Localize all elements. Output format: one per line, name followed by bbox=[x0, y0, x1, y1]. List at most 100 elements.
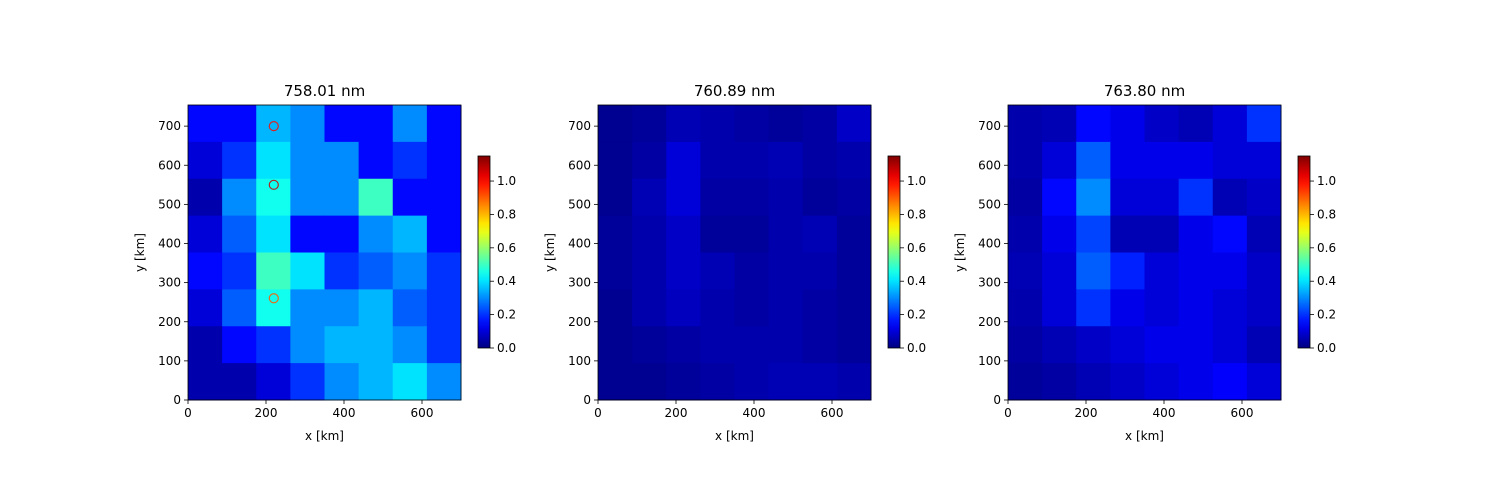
heatmap-cell bbox=[1042, 105, 1077, 143]
heatmap-cell bbox=[734, 178, 770, 217]
y-tick-label: 400 bbox=[158, 237, 181, 251]
heatmap-cell bbox=[1212, 105, 1248, 143]
heatmap-cell bbox=[1246, 363, 1282, 401]
heatmap-cell bbox=[256, 178, 291, 217]
heatmap-cell bbox=[768, 363, 804, 401]
heatmap-cell bbox=[188, 105, 223, 143]
y-tick-label: 500 bbox=[158, 197, 181, 211]
heatmap-cell bbox=[1110, 363, 1145, 401]
colorbar-tick-label: 0.4 bbox=[497, 274, 516, 288]
colorbar-tick-label: 0.2 bbox=[1317, 308, 1336, 322]
y-axis-label: y [km] bbox=[543, 233, 557, 272]
colorbar bbox=[477, 155, 491, 349]
heatmap-cell bbox=[1076, 289, 1111, 327]
heatmap-cell bbox=[426, 363, 462, 401]
heatmap-cell bbox=[1110, 252, 1145, 290]
heatmap-cell bbox=[324, 326, 360, 364]
y-axis-label: y [km] bbox=[133, 233, 147, 272]
heatmap-cell bbox=[1144, 326, 1180, 364]
heatmap-cell bbox=[802, 363, 838, 401]
heatmap-cell bbox=[426, 215, 462, 253]
heatmap-cell bbox=[666, 178, 701, 217]
heatmap-cell bbox=[836, 141, 872, 180]
heatmap-cell bbox=[700, 252, 735, 290]
heatmap-cell bbox=[802, 141, 838, 180]
y-tick-label: 100 bbox=[158, 354, 181, 368]
heatmap-cell bbox=[1212, 326, 1248, 364]
heatmap-cell bbox=[768, 215, 804, 253]
x-tick-label: 600 bbox=[1231, 406, 1254, 420]
heatmap-cell bbox=[632, 141, 667, 180]
heatmap-cell bbox=[1212, 289, 1248, 327]
heatmap-cell bbox=[256, 289, 291, 327]
x-tick-label: 600 bbox=[411, 406, 434, 420]
heatmap-cell bbox=[290, 289, 325, 327]
heatmap-cell bbox=[358, 363, 394, 401]
heatmap-cell bbox=[358, 215, 394, 253]
heatmap-cell bbox=[290, 363, 325, 401]
colorbar-tick-label: 0.4 bbox=[1317, 274, 1336, 288]
heatmap-cell bbox=[1076, 326, 1111, 364]
x-axis-label: x [km] bbox=[1125, 429, 1164, 443]
heatmap-cell bbox=[666, 215, 701, 253]
heatmap-cell bbox=[836, 252, 872, 290]
heatmap-cell bbox=[1042, 326, 1077, 364]
heatmap-cell bbox=[1212, 141, 1248, 180]
colorbar-tick-label: 0.8 bbox=[907, 207, 926, 221]
chart-title: 758.01 nm bbox=[284, 82, 365, 100]
y-tick-label: 500 bbox=[568, 197, 591, 211]
heatmap-cell bbox=[358, 252, 394, 290]
heatmap-cell bbox=[1246, 178, 1282, 217]
heatmap-cell bbox=[836, 178, 872, 217]
colorbar bbox=[887, 155, 901, 349]
heatmap-cell bbox=[1110, 178, 1145, 217]
heatmap-cell bbox=[1076, 363, 1111, 401]
heatmap-cell bbox=[1178, 326, 1214, 364]
heatmap-cell bbox=[1042, 141, 1077, 180]
colorbar-tick-label: 1.0 bbox=[497, 174, 516, 188]
heatmap-cell bbox=[426, 141, 462, 180]
heatmap-cell bbox=[734, 252, 770, 290]
heatmap-cell bbox=[222, 141, 257, 180]
heatmap-cell bbox=[358, 178, 394, 217]
colorbar-tick-label: 0.0 bbox=[497, 341, 516, 355]
colorbar-tick-label: 1.0 bbox=[1317, 174, 1336, 188]
heatmap-cell bbox=[392, 326, 428, 364]
y-tick-label: 600 bbox=[978, 158, 1001, 172]
heatmap-cell bbox=[1110, 215, 1145, 253]
heatmap-cell bbox=[1144, 178, 1180, 217]
heatmap-cell bbox=[1178, 363, 1214, 401]
heatmap-cell bbox=[188, 178, 223, 217]
heatmap-cell bbox=[700, 105, 735, 143]
colorbar bbox=[1297, 155, 1311, 349]
heatmap-cell bbox=[1246, 215, 1282, 253]
heatmap-cell bbox=[1212, 178, 1248, 217]
heatmap-cell bbox=[802, 105, 838, 143]
heatmap-cell bbox=[324, 215, 360, 253]
heatmap-cell bbox=[666, 326, 701, 364]
heatmap-cell bbox=[188, 363, 223, 401]
heatmap-cell bbox=[632, 215, 667, 253]
colorbar-tick-label: 0.6 bbox=[497, 241, 516, 255]
heatmap-cell bbox=[1144, 363, 1180, 401]
heatmap-cell bbox=[392, 363, 428, 401]
heatmap-cell bbox=[358, 105, 394, 143]
heatmap-cell bbox=[324, 289, 360, 327]
y-tick-label: 200 bbox=[568, 315, 591, 329]
x-axis-label: x [km] bbox=[715, 429, 754, 443]
heatmap-cell bbox=[1212, 363, 1248, 401]
heatmap-cell bbox=[290, 105, 325, 143]
heatmap-cell bbox=[1246, 141, 1282, 180]
heatmap-cell bbox=[222, 252, 257, 290]
heatmap-cell bbox=[1246, 252, 1282, 290]
heatmap-cell bbox=[1008, 141, 1043, 180]
x-tick-label: 400 bbox=[743, 406, 766, 420]
chart-title: 760.89 nm bbox=[694, 82, 775, 100]
x-tick-label: 200 bbox=[1075, 406, 1098, 420]
heatmap-cell bbox=[836, 363, 872, 401]
heatmap-cell bbox=[392, 178, 428, 217]
heatmap-cell bbox=[598, 326, 633, 364]
heatmap-cell bbox=[256, 141, 291, 180]
heatmap-cell bbox=[1008, 105, 1043, 143]
